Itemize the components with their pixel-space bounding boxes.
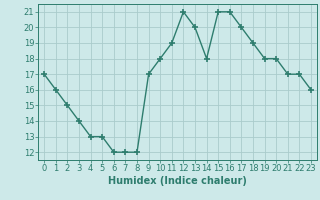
X-axis label: Humidex (Indice chaleur): Humidex (Indice chaleur) [108, 176, 247, 186]
